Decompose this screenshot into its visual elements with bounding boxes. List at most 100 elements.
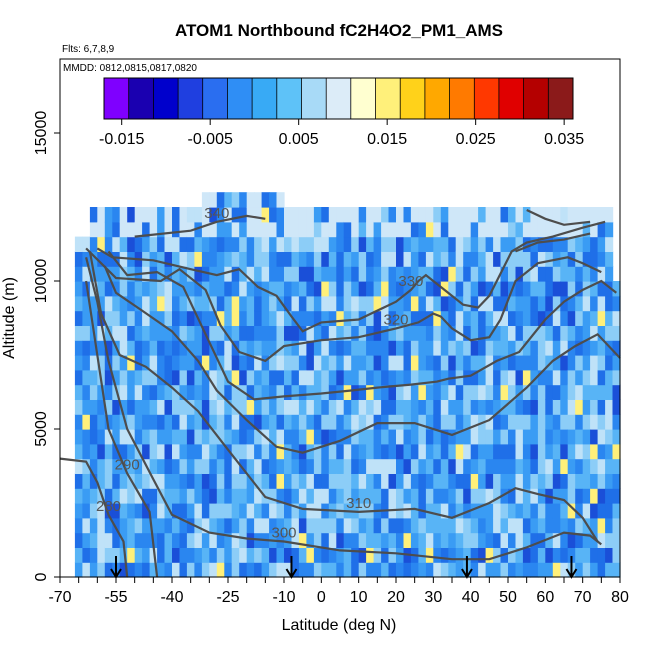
heatmap-cell [216, 236, 225, 252]
heatmap-cell [298, 295, 307, 312]
heatmap-cell [149, 325, 158, 341]
heatmap-cell [291, 547, 300, 563]
heatmap-cell [343, 266, 352, 282]
heatmap-cell [209, 443, 218, 460]
heatmap-cell [493, 325, 502, 341]
heatmap-cell [164, 310, 173, 326]
heatmap-cell [433, 414, 442, 430]
heatmap-cell [508, 266, 517, 282]
heatmap-cell [104, 281, 113, 297]
heatmap-cell [134, 325, 143, 341]
heatmap-cell [440, 503, 449, 519]
heatmap-cell [403, 488, 412, 504]
heatmap-cell [306, 281, 315, 297]
heatmap-cell [575, 384, 584, 400]
heatmap-cell [254, 458, 263, 474]
heatmap-cell [194, 532, 203, 548]
heatmap-cell [157, 251, 166, 267]
heatmap-cell [455, 384, 464, 400]
heatmap-cell [298, 399, 307, 415]
heatmap-cell [149, 399, 158, 415]
heatmap-cell [276, 414, 285, 430]
heatmap-cell [119, 443, 128, 460]
heatmap-cell [74, 310, 83, 326]
heatmap-cell [179, 325, 188, 341]
heatmap-cell [276, 221, 285, 238]
heatmap-cell [410, 251, 419, 267]
heatmap-cell [328, 310, 337, 326]
heatmap-cell [351, 562, 360, 578]
heatmap-cell [328, 443, 337, 460]
heatmap-cell [358, 251, 367, 267]
heatmap-cell [231, 355, 240, 371]
heatmap-cell [463, 251, 472, 267]
heatmap-cell [425, 251, 434, 267]
contour-line [85, 280, 159, 578]
heatmap-cell [269, 221, 278, 238]
heatmap-cell [313, 355, 322, 371]
heatmap-cell [463, 207, 472, 223]
heatmap-cell [276, 443, 285, 460]
heatmap-cell [74, 384, 83, 400]
heatmap-cell [224, 251, 233, 267]
heatmap-cell [508, 207, 517, 223]
heatmap-cell [552, 547, 561, 563]
heatmap-cell [89, 443, 98, 460]
heatmap-cell [597, 355, 606, 371]
heatmap-cell [388, 532, 397, 548]
heatmap-cell [321, 340, 330, 356]
heatmap-cell [306, 458, 315, 474]
heatmap-cell [157, 207, 166, 223]
heatmap-cell [463, 458, 472, 474]
heatmap-cell [455, 473, 464, 489]
heatmap-cell [321, 355, 330, 371]
heatmap-cell [104, 547, 113, 563]
heatmap-cell [403, 251, 412, 267]
heatmap-cell [306, 517, 315, 534]
heatmap-cell [425, 355, 434, 371]
heatmap-cell [134, 369, 143, 386]
heatmap-cell [455, 399, 464, 415]
heatmap-cell [410, 369, 419, 386]
heatmap-cell [552, 310, 561, 326]
heatmap-cell [567, 399, 576, 415]
heatmap-cell [478, 251, 487, 267]
heatmap-cell [112, 251, 121, 267]
heatmap-cell [485, 429, 494, 445]
x-tick-label: 60 [536, 589, 554, 606]
heatmap-cell [396, 488, 405, 504]
colorbar-tick-label: 0.025 [456, 131, 496, 148]
heatmap-cell [537, 458, 546, 474]
heatmap-cell [74, 473, 83, 489]
heatmap-cell [500, 221, 509, 238]
heatmap-cell [201, 384, 210, 400]
heatmap-cell [470, 443, 479, 460]
heatmap-cell [276, 325, 285, 341]
heatmap-cell [605, 429, 614, 445]
heatmap-cell [254, 369, 263, 386]
x-axis-title: Latitude (deg N) [282, 617, 397, 634]
heatmap-cell [291, 325, 300, 341]
heatmap-cell [440, 458, 449, 474]
heatmap-cell [291, 266, 300, 282]
x-tick-label: 20 [387, 589, 405, 606]
heatmap-cell [388, 473, 397, 489]
contour-line [88, 251, 599, 543]
colorbar-segment [548, 78, 574, 119]
heatmap-cell [164, 295, 173, 312]
heatmap-cell [388, 414, 397, 430]
heatmap-cell [552, 517, 561, 534]
heatmap-cell [448, 429, 457, 445]
heatmap-cell [119, 562, 128, 578]
heatmap-cell [239, 429, 248, 445]
heatmap-cell [313, 429, 322, 445]
heatmap-cell [358, 369, 367, 386]
heatmap-cell [209, 473, 218, 489]
heatmap-cell [97, 266, 106, 282]
heatmap-cell [373, 488, 382, 504]
heatmap-cell [216, 340, 225, 356]
heatmap-cell [508, 532, 517, 548]
heatmap-cell [403, 281, 412, 297]
heatmap-cell [515, 310, 524, 326]
